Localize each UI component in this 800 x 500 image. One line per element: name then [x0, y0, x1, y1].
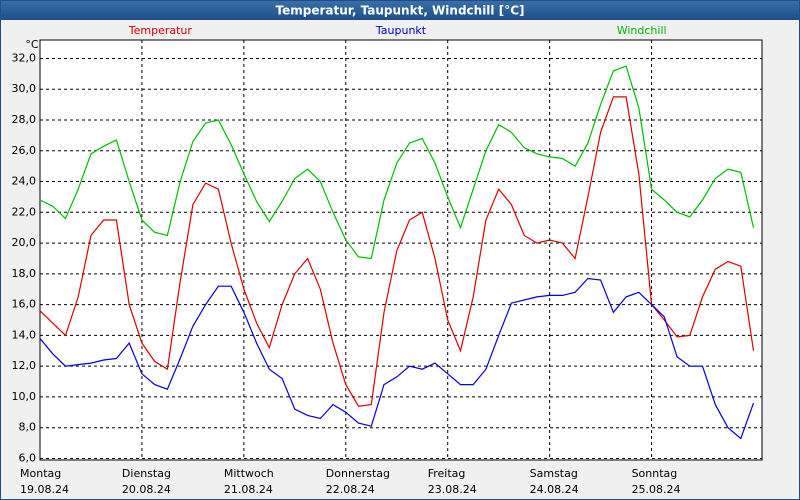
- x-tick-label: 22.08.24: [326, 483, 375, 496]
- y-tick-label: 22,0: [12, 205, 37, 218]
- y-tick-label: 18,0: [12, 267, 37, 280]
- y-tick-label: 30,0: [12, 82, 37, 95]
- x-tick-label: Sonntag: [632, 467, 678, 480]
- series-line: [39, 65, 755, 260]
- x-tick-label: 23.08.24: [428, 483, 477, 496]
- y-tick-label: 14,0: [12, 328, 37, 341]
- legend-label: Windchill: [617, 24, 667, 37]
- series-line: [39, 277, 755, 440]
- x-tick-label: 20.08.24: [122, 483, 171, 496]
- title-bar: [1, 1, 799, 20]
- y-tick-label: 16,0: [12, 298, 37, 311]
- chart-title: Temperatur, Taupunkt, Windchill [°C]: [276, 4, 525, 18]
- y-axis-label: °C: [25, 38, 39, 51]
- y-tick-label: 32,0: [12, 51, 37, 64]
- y-tick-label: 20,0: [12, 236, 37, 249]
- x-tick-label: 19.08.24: [20, 483, 69, 496]
- x-tick-label: 21.08.24: [224, 483, 273, 496]
- y-tick-label: 6,0: [19, 451, 37, 464]
- x-tick-label: 24.08.24: [530, 483, 579, 496]
- y-tick-label: 8,0: [19, 421, 37, 434]
- x-tick-label: Samstag: [530, 467, 578, 480]
- x-tick-label: Donnerstag: [326, 467, 390, 480]
- plot-background: [39, 39, 763, 461]
- y-tick-label: 12,0: [12, 359, 37, 372]
- x-tick-label: Dienstag: [122, 467, 171, 480]
- x-tick-label: Mittwoch: [224, 467, 274, 480]
- y-tick-label: 24,0: [12, 175, 37, 188]
- legend-label: Temperatur: [128, 24, 193, 37]
- x-tick-label: 25.08.24: [632, 483, 681, 496]
- series-line: [39, 96, 755, 407]
- x-tick-label: Montag: [20, 467, 61, 480]
- x-tick-label: Freitag: [428, 467, 466, 480]
- y-tick-label: 10,0: [12, 390, 37, 403]
- legend-label: Taupunkt: [375, 24, 427, 37]
- y-tick-label: 28,0: [12, 113, 37, 126]
- y-tick-label: 26,0: [12, 144, 37, 157]
